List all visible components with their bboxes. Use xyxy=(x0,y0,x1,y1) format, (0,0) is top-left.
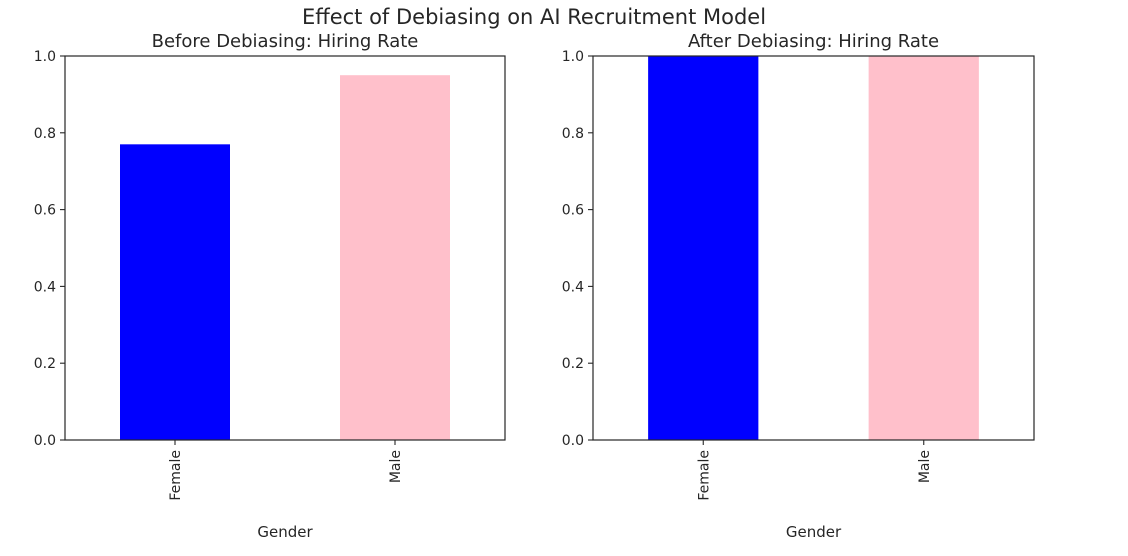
before-axes-frame xyxy=(64,55,506,441)
after-debiasing-panel: 0.0 0.2 0.4 0.6 0.8 1.0 Female Male After Debias… xyxy=(562,31,1035,541)
after-ytick-label: 0.2 xyxy=(562,356,584,372)
after-ytick-label: 0.6 xyxy=(562,203,584,219)
after-ytick-label: 0.4 xyxy=(562,279,584,295)
after-ytick-label: 0.8 xyxy=(562,126,584,142)
before-ytick-label: 0.0 xyxy=(34,433,56,449)
before-ytick-label: 0.6 xyxy=(34,203,56,219)
before-debiasing-panel: 0.0 0.2 0.4 0.6 0.8 1.0 Female Male Before Debia… xyxy=(34,31,506,541)
after-bar-male xyxy=(868,56,979,440)
before-bar-male xyxy=(340,75,450,440)
before-x-axis-label: Gender xyxy=(257,523,313,541)
after-axes-frame xyxy=(592,55,1035,441)
after-x-axis-label: Gender xyxy=(786,523,842,541)
before-ytick-label: 0.8 xyxy=(34,126,56,142)
after-chart-title: After Debiasing: Hiring Rate xyxy=(688,31,939,52)
after-ytick-label: 0.0 xyxy=(562,433,584,449)
after-xtick-label-female: Female xyxy=(696,450,712,501)
before-ytick-label: 0.2 xyxy=(34,356,56,372)
after-xtick-label-male: Male xyxy=(917,450,933,483)
before-ytick-label: 0.4 xyxy=(34,279,56,295)
figure-suptitle: Effect of Debiasing on AI Recruitment Mo… xyxy=(302,5,766,29)
after-bar-female xyxy=(648,56,759,440)
after-ytick-label: 1.0 xyxy=(562,49,584,65)
before-xtick-label-female: Female xyxy=(168,450,184,501)
before-ytick-label: 1.0 xyxy=(34,49,56,65)
before-bar-female xyxy=(120,144,230,440)
before-xtick-label-male: Male xyxy=(388,450,404,483)
before-chart-title: Before Debiasing: Hiring Rate xyxy=(152,31,419,52)
